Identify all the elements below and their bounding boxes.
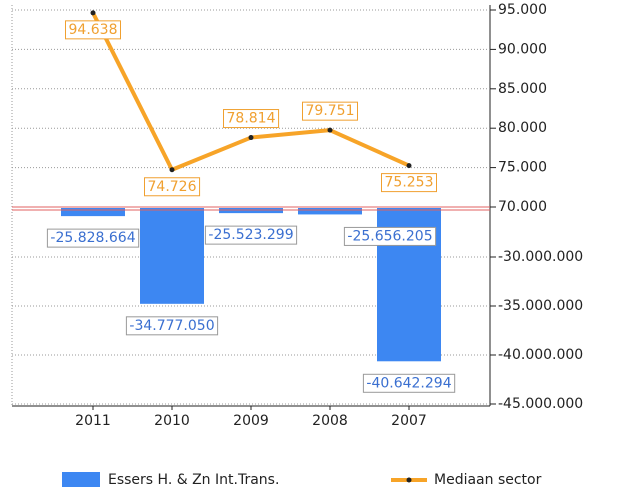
data-label: -25.523.299: [208, 227, 293, 243]
bar: [298, 208, 362, 215]
legend-swatch: [62, 472, 100, 487]
data-label-box: [204, 225, 298, 245]
data-label: 74.726: [148, 179, 197, 195]
data-label-box: [144, 177, 201, 197]
y-tick-label: -40.000.000: [498, 347, 583, 363]
data-label-box: [223, 109, 280, 129]
line: [91, 11, 410, 172]
data-label: -25.656.205: [347, 228, 432, 244]
y-tick-label: -45.000.000: [498, 396, 583, 412]
legend-label: Mediaan sector: [434, 472, 542, 488]
y-tick-label: 75.000: [498, 160, 547, 176]
data-label: -25.828.664: [50, 230, 135, 246]
bar: [61, 208, 125, 217]
data-label-box: [46, 228, 140, 248]
data-label-box: [343, 226, 437, 246]
data-label-box: [302, 101, 358, 121]
line-point: [90, 10, 96, 16]
y-tick-label: 85.000: [498, 81, 547, 97]
data-label: 75.253: [385, 175, 434, 191]
x-tick-label: 2008: [312, 413, 348, 429]
line-point: [169, 167, 175, 173]
bar: [140, 208, 204, 304]
line-point: [248, 135, 254, 141]
x-tick-label: 2007: [391, 413, 427, 429]
x-tick-label: 2010: [154, 413, 190, 429]
y-tick-label: -35.000.000: [498, 298, 583, 314]
x-tick-label: 2009: [233, 413, 269, 429]
data-label: -40.642.294: [366, 375, 451, 391]
data-label-box: [362, 373, 456, 393]
data-label: 78.814: [227, 111, 276, 127]
data-label: -34.777.050: [129, 318, 214, 334]
legend-label: Essers H. & Zn Int.Trans.: [108, 472, 279, 488]
data-label: 94.638: [69, 22, 118, 38]
data-label-box: [381, 173, 437, 193]
data-label-box: [125, 316, 219, 336]
line-point: [406, 163, 412, 169]
y-tick-label: 80.000: [498, 120, 547, 136]
legend-swatch: [406, 477, 412, 483]
bar: [219, 208, 283, 214]
line-point: [327, 127, 333, 133]
x-tick-label: 2011: [75, 413, 111, 429]
data-label-box: [65, 20, 121, 40]
data-label: 79.751: [306, 103, 355, 119]
y-tick-label: 95.000: [498, 2, 547, 18]
y-tick-label: 90.000: [498, 41, 547, 57]
y-tick-label: 70.000: [498, 199, 547, 215]
y-tick-label: -30.000.000: [498, 249, 583, 265]
